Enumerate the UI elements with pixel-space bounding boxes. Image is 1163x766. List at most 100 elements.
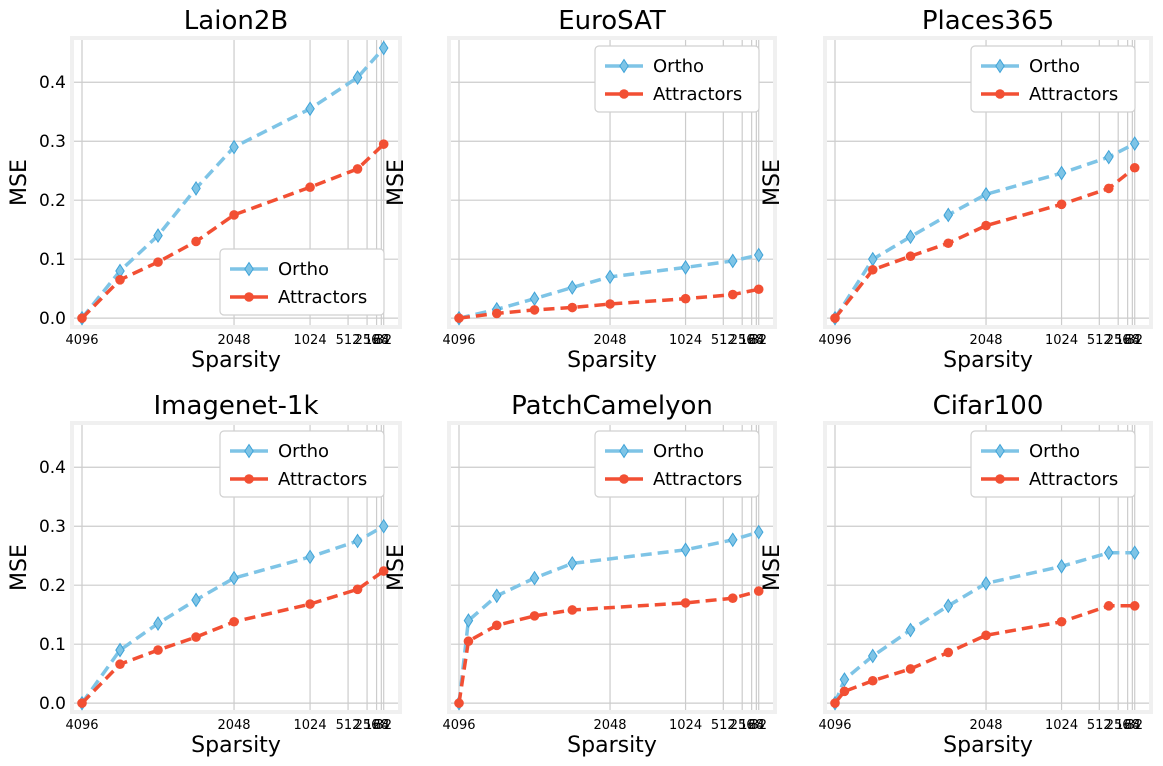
data-point [981, 220, 991, 231]
data-point [352, 164, 363, 174]
series-attractors [454, 586, 764, 708]
data-point [680, 598, 691, 608]
data-point [1056, 558, 1067, 574]
data-point [1129, 601, 1140, 611]
x-tick-label: 4096 [818, 718, 851, 733]
data-point [1056, 165, 1067, 181]
x-tick-label: 32 [1126, 718, 1143, 733]
data-point [77, 698, 87, 708]
x-tick-label: 1024 [294, 718, 327, 733]
x-tick-label: 64 [1124, 333, 1141, 348]
data-point [463, 636, 474, 647]
x-tick-label: 1024 [669, 333, 702, 348]
data-point [830, 313, 840, 323]
data-point [567, 605, 578, 615]
x-tick-label: 256 [355, 333, 380, 348]
y-tick-label: 0.3 [39, 517, 66, 537]
x-axis-label: Sparsity [191, 348, 281, 373]
x-tick-label: 32 [375, 333, 392, 348]
legend-label: Attractors [653, 84, 742, 105]
legend-label: Attractors [653, 469, 742, 490]
x-tick-label: 1024 [1045, 718, 1078, 733]
x-tick-label: 32 [375, 718, 392, 733]
y-axis-label: MSE [760, 544, 785, 591]
data-point [378, 40, 389, 56]
data-point [378, 518, 389, 534]
data-point [191, 180, 201, 196]
x-tick-label: 256 [355, 718, 380, 733]
legend-marker [995, 89, 1005, 99]
data-point [905, 664, 916, 674]
x-tick-label: 256 [1106, 333, 1131, 348]
data-point [867, 675, 878, 686]
data-point [567, 280, 578, 295]
chart-title: Cifar100 [933, 391, 1044, 421]
data-point [454, 313, 464, 323]
data-point [1103, 183, 1114, 194]
legend-label: Ortho [653, 441, 704, 462]
plot-frame [447, 421, 777, 714]
legend-marker [244, 443, 254, 459]
data-point [352, 533, 363, 549]
data-point [680, 293, 691, 304]
plot-frame [70, 36, 402, 329]
data-point [229, 139, 239, 155]
data-point [905, 622, 916, 638]
data-point [463, 613, 474, 629]
data-point [115, 642, 125, 658]
legend-label: Ortho [278, 441, 329, 462]
series-line-ortho [458, 253, 760, 320]
legend: Ortho Attractors [219, 248, 385, 316]
chart-title: Places365 [922, 6, 1054, 36]
data-point [305, 599, 315, 609]
data-point [567, 302, 578, 313]
data-point [943, 647, 954, 658]
data-point [153, 645, 163, 655]
data-point [153, 228, 163, 244]
x-axis-label: Sparsity [191, 733, 281, 758]
x-axis-label: Sparsity [567, 348, 657, 373]
legend-marker [619, 89, 629, 99]
x-tick-label: 256 [730, 333, 755, 348]
y-tick-label: 0.1 [39, 635, 66, 655]
data-point [839, 672, 850, 687]
y-tick-label: 0.4 [39, 73, 66, 93]
data-point [753, 586, 764, 596]
data-point [1129, 136, 1140, 151]
data-point [567, 555, 578, 571]
x-tick-label: 4096 [442, 718, 475, 733]
data-point [491, 588, 502, 604]
data-point [727, 593, 738, 603]
legend: Ortho Attractors [219, 430, 385, 498]
x-tick-label: 2048 [593, 718, 626, 733]
data-point [191, 236, 201, 247]
x-tick-label: 32 [750, 718, 767, 733]
data-point [1056, 199, 1067, 210]
x-axis-label: Sparsity [943, 733, 1033, 758]
x-tick-label: 128 [739, 333, 764, 348]
x-tick-label: 1024 [1045, 333, 1078, 348]
data-point [727, 289, 738, 300]
series-attractors [77, 139, 389, 323]
series-line-attractors [80, 569, 385, 705]
y-axis-label: MSE [384, 159, 409, 206]
x-tick-label: 4096 [818, 333, 851, 348]
x-tick-label: 2048 [217, 718, 250, 733]
legend-label: Ortho [653, 56, 704, 77]
data-point [454, 698, 464, 708]
data-point [943, 598, 954, 614]
data-point [605, 299, 615, 309]
x-tick-label: 4096 [442, 333, 475, 348]
data-point [943, 207, 954, 223]
series-attractors [454, 284, 764, 323]
data-point [830, 698, 840, 708]
data-point [229, 570, 239, 586]
series-line-attractors [833, 166, 1136, 320]
data-point [352, 584, 363, 595]
x-tick-label: 256 [1106, 718, 1131, 733]
x-tick-label: 64 [1124, 718, 1141, 733]
data-point [753, 284, 764, 295]
legend-label: Ortho [1029, 56, 1080, 77]
legend-label: Attractors [1029, 469, 1118, 490]
